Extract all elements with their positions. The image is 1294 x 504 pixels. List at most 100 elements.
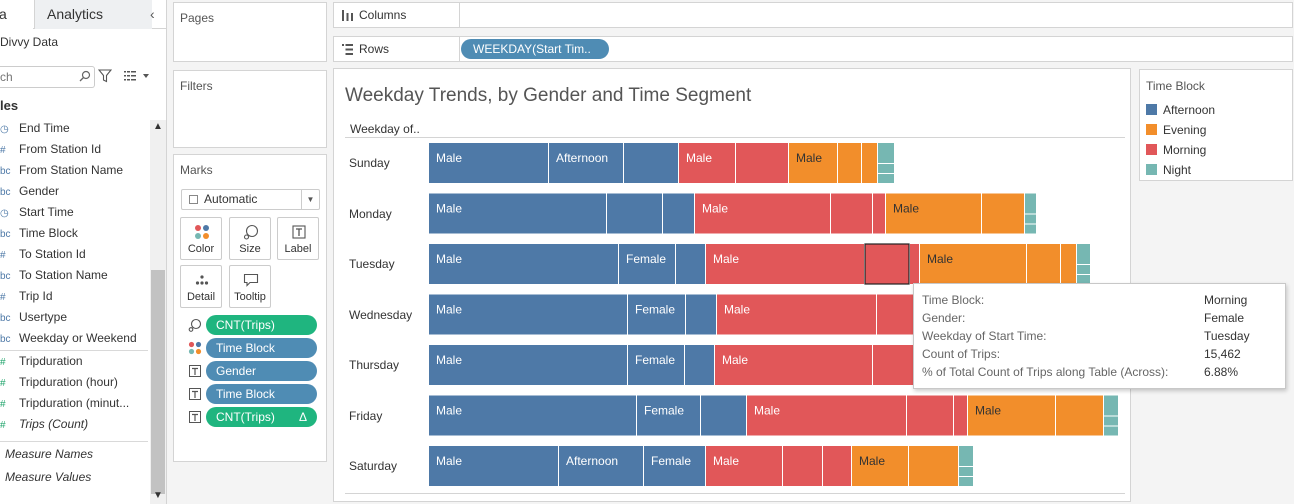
- filters-card[interactable]: Filters: [173, 70, 327, 148]
- rows-pill[interactable]: WEEKDAY(Start Tim..: [461, 39, 609, 59]
- size-button[interactable]: Size: [229, 217, 271, 260]
- scroll-thumb[interactable]: [151, 270, 165, 494]
- legend-title[interactable]: Time Block: [1146, 79, 1205, 93]
- field-measure-values[interactable]: Measure Values: [5, 467, 153, 488]
- bar-segment-morning[interactable]: [717, 294, 876, 335]
- detail-button[interactable]: Detail: [180, 265, 222, 308]
- bar-segment-afternoon[interactable]: [559, 446, 643, 486]
- search-field[interactable]: [0, 66, 95, 88]
- legend-item-night[interactable]: Night: [1146, 162, 1191, 178]
- bar-segment-afternoon[interactable]: [549, 143, 623, 183]
- bar-segment-afternoon[interactable]: [628, 294, 685, 335]
- label-pill[interactable]: Gender: [206, 361, 317, 381]
- legend-item-afternoon[interactable]: Afternoon: [1146, 102, 1215, 118]
- bar-segment-afternoon[interactable]: [663, 193, 694, 234]
- bar-segment-morning[interactable]: [706, 244, 864, 284]
- filter-icon[interactable]: [98, 69, 112, 83]
- bar-segment-morning[interactable]: [706, 446, 782, 486]
- field-weekday-or-weekend[interactable]: bc Weekday or Weekend: [0, 328, 148, 349]
- bar-segment-afternoon[interactable]: [429, 395, 636, 436]
- bar-segment-evening[interactable]: [982, 193, 1024, 234]
- field-to-station-name[interactable]: bc To Station Name: [0, 265, 148, 286]
- field-start-time[interactable]: ◷ Start Time: [0, 202, 148, 223]
- bar-segment-morning[interactable]: [910, 244, 919, 284]
- bar-segment-morning[interactable]: [865, 244, 909, 284]
- bar-segment-evening[interactable]: [838, 143, 861, 183]
- field-trip-id[interactable]: # Trip Id: [0, 286, 148, 307]
- day-label[interactable]: Thursday: [349, 358, 400, 372]
- bar-segment-evening[interactable]: [1056, 395, 1103, 436]
- legend-item-morning[interactable]: Morning: [1146, 142, 1206, 158]
- field-measure-names[interactable]: Measure Names: [5, 444, 153, 465]
- bar-segment-afternoon[interactable]: [619, 244, 675, 284]
- bar-segment-evening[interactable]: [1061, 244, 1076, 284]
- field-to-station-id[interactable]: # To Station Id: [0, 244, 148, 265]
- label-pill[interactable]: CNT(Trips) Δ: [206, 407, 317, 427]
- search-icon[interactable]: [79, 70, 91, 82]
- bar-segment-afternoon[interactable]: [628, 345, 684, 385]
- field-tripduration[interactable]: # Tripduration: [0, 351, 148, 372]
- tab-analytics[interactable]: Analytics: [34, 0, 152, 29]
- bar-segment-afternoon[interactable]: [624, 143, 678, 183]
- scroll-up-arrow-icon[interactable]: ▲: [153, 121, 163, 132]
- day-label[interactable]: Saturday: [349, 459, 398, 473]
- bar-segment-evening[interactable]: [909, 446, 958, 486]
- field-trips-count[interactable]: # Trips (Count): [0, 414, 148, 435]
- bar-segment-morning[interactable]: [954, 395, 967, 436]
- field-from-station-name[interactable]: bc From Station Name: [0, 160, 148, 181]
- bar-segment-morning[interactable]: [783, 446, 822, 486]
- mark-type-dropdown[interactable]: Automatic ▼: [181, 189, 320, 210]
- bar-segment-afternoon[interactable]: [637, 395, 700, 436]
- color-button[interactable]: Color: [180, 217, 222, 260]
- field-from-station-id[interactable]: # From Station Id: [0, 139, 148, 160]
- bar-segment-afternoon[interactable]: [429, 193, 606, 234]
- bar-segment-afternoon[interactable]: [429, 294, 627, 335]
- marks-pill-row-color[interactable]: Time Block: [182, 338, 320, 358]
- bar-segment-evening[interactable]: [886, 193, 981, 234]
- bar-segment-afternoon[interactable]: [701, 395, 746, 436]
- day-label[interactable]: Friday: [349, 408, 383, 423]
- marks-pill-row-size[interactable]: CNT(Trips): [182, 315, 320, 335]
- field-usertype[interactable]: bc Usertype: [0, 307, 148, 328]
- pages-card[interactable]: Pages: [173, 2, 327, 62]
- bar-segment-afternoon[interactable]: [685, 345, 714, 385]
- tab-data[interactable]: a: [0, 0, 33, 29]
- marks-pill-row-label[interactable]: CNT(Trips) Δ: [182, 407, 320, 427]
- bar-segment-afternoon[interactable]: [429, 446, 558, 486]
- day-label[interactable]: Wednesday: [349, 307, 413, 322]
- datasource-name[interactable]: Divvy Data: [0, 35, 59, 49]
- bar-segment-evening[interactable]: [1027, 244, 1060, 284]
- bar-segment-evening[interactable]: [968, 395, 1055, 436]
- bar-segment-afternoon[interactable]: [429, 244, 618, 284]
- bar-segment-morning[interactable]: [873, 345, 914, 385]
- label-pill[interactable]: Time Block: [206, 384, 317, 404]
- label-button[interactable]: Label: [277, 217, 319, 260]
- bar-segment-afternoon[interactable]: [607, 193, 662, 234]
- scrollbar[interactable]: ▲ ▼: [150, 120, 166, 504]
- bar-segment-morning[interactable]: [715, 345, 872, 385]
- field-tripduration-minut[interactable]: # Tripduration (minut...: [0, 393, 148, 414]
- search-input[interactable]: [0, 67, 70, 87]
- day-label[interactable]: Monday: [349, 206, 392, 221]
- chevron-down-icon[interactable]: ▼: [301, 190, 319, 209]
- bar-segment-morning[interactable]: [907, 395, 953, 436]
- field-tripduration-hour[interactable]: # Tripduration (hour): [0, 372, 148, 393]
- bar-segment-evening[interactable]: [862, 143, 877, 183]
- field-gender[interactable]: bc Gender: [0, 181, 148, 202]
- bar-segment-afternoon[interactable]: [644, 446, 705, 486]
- bar-segment-afternoon[interactable]: [686, 294, 716, 335]
- rows-shelf[interactable]: Rows WEEKDAY(Start Tim..: [333, 36, 1293, 62]
- bar-segment-morning[interactable]: [877, 294, 914, 335]
- day-label[interactable]: Sunday: [349, 156, 390, 170]
- bar-segment-morning[interactable]: [695, 193, 830, 234]
- bar-segment-morning[interactable]: [873, 193, 885, 234]
- scroll-down-arrow-icon[interactable]: ▼: [153, 490, 163, 501]
- list-view-icon[interactable]: [123, 69, 149, 83]
- bar-segment-evening[interactable]: [789, 143, 837, 183]
- field-time-block[interactable]: bc Time Block: [0, 223, 148, 244]
- bar-segment-morning[interactable]: [736, 143, 788, 183]
- bar-segment-morning[interactable]: [823, 446, 851, 486]
- columns-shelf[interactable]: Columns: [333, 2, 1293, 28]
- bar-segment-evening[interactable]: [920, 244, 1026, 284]
- size-pill[interactable]: CNT(Trips): [206, 315, 317, 335]
